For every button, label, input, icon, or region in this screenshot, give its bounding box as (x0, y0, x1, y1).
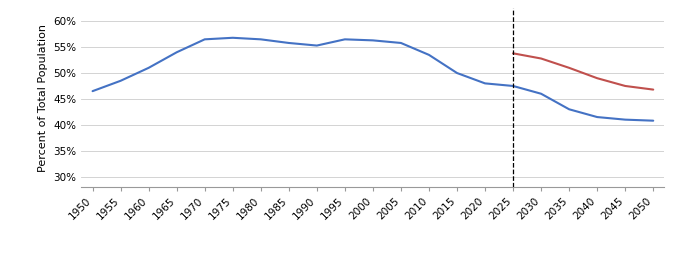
Population Ages 20-64 (621, 84, 629, 88)
Population Ages 20-59 (313, 44, 321, 47)
Population Ages 20-59 (201, 38, 209, 41)
Population Ages 20-59 (257, 38, 265, 41)
Population Ages 20-59 (453, 72, 461, 75)
Population Ages 20-64 (537, 57, 545, 60)
Population Ages 20-64 (565, 66, 573, 70)
Population Ages 20-59 (593, 116, 601, 119)
Population Ages 20-59 (117, 79, 125, 82)
Population Ages 20-59 (425, 53, 433, 57)
Y-axis label: Percent of Total Population: Percent of Total Population (38, 24, 48, 172)
Line: Population Ages 20-59: Population Ages 20-59 (93, 38, 653, 121)
Population Ages 20-59 (481, 82, 489, 85)
Population Ages 20-59 (228, 36, 237, 39)
Population Ages 20-59 (649, 119, 657, 122)
Population Ages 20-64 (509, 52, 517, 55)
Population Ages 20-64 (649, 88, 657, 91)
Population Ages 20-59 (173, 51, 181, 54)
Population Ages 20-59 (89, 89, 97, 93)
Population Ages 20-59 (565, 108, 573, 111)
Population Ages 20-59 (397, 41, 405, 45)
Population Ages 20-59 (285, 41, 293, 45)
Population Ages 20-59 (369, 39, 377, 42)
Population Ages 20-59 (144, 66, 153, 70)
Population Ages 20-59 (509, 84, 517, 88)
Population Ages 20-59 (537, 92, 545, 95)
Population Ages 20-59 (341, 38, 349, 41)
Population Ages 20-59 (621, 118, 629, 121)
Population Ages 20-64 (593, 76, 601, 80)
Line: Population Ages 20-64: Population Ages 20-64 (513, 53, 653, 90)
Legend: Population Ages 20-59, Population Ages 20-64: Population Ages 20-59, Population Ages 2… (204, 273, 542, 275)
